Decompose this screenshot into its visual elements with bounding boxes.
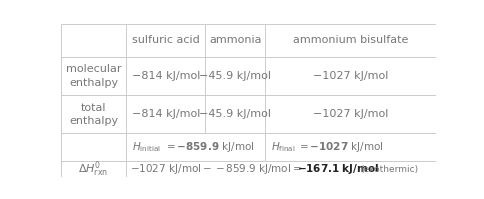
Bar	[205, 24, 265, 57]
Bar	[60, 134, 126, 161]
Bar	[265, 57, 436, 95]
Bar	[126, 57, 205, 95]
Text: −814 kJ/mol: −814 kJ/mol	[132, 109, 199, 119]
Text: (exothermic): (exothermic)	[360, 165, 418, 174]
Bar	[205, 57, 265, 95]
Bar	[265, 134, 436, 161]
Bar	[126, 95, 205, 134]
Bar	[126, 24, 205, 57]
Text: ammonium bisulfate: ammonium bisulfate	[293, 35, 408, 45]
Text: $= \mathbf{-859.9}\ \mathregular{kJ/mol}$: $= \mathbf{-859.9}\ \mathregular{kJ/mol}…	[164, 140, 254, 154]
Text: $\mathit{H}_{\mathregular{final}}$: $\mathit{H}_{\mathregular{final}}$	[271, 140, 295, 154]
Text: $\Delta H^0_{\mathregular{rxn}}$: $\Delta H^0_{\mathregular{rxn}}$	[78, 159, 108, 179]
Text: molecular
enthalpy: molecular enthalpy	[66, 64, 121, 88]
Bar	[126, 161, 436, 177]
Text: $\mathbf{-167.1\ kJ/mol}$: $\mathbf{-167.1\ kJ/mol}$	[297, 162, 379, 176]
Text: $= \mathbf{-1027}\ \mathregular{kJ/mol}$: $= \mathbf{-1027}\ \mathregular{kJ/mol}$	[297, 140, 383, 154]
Text: −45.9 kJ/mol: −45.9 kJ/mol	[199, 109, 271, 119]
Text: sulfuric acid: sulfuric acid	[132, 35, 199, 45]
Text: $\mathit{H}_{\mathregular{initial}}$: $\mathit{H}_{\mathregular{initial}}$	[132, 140, 161, 154]
Bar	[60, 161, 126, 177]
Bar	[126, 134, 265, 161]
Text: −1027 kJ/mol: −1027 kJ/mol	[313, 109, 388, 119]
Text: ammonia: ammonia	[209, 35, 261, 45]
Text: −1027 kJ/mol: −1027 kJ/mol	[313, 71, 388, 81]
Text: $-1027\ \mathregular{kJ/mol} - -859.9\ \mathregular{kJ/mol} = $: $-1027\ \mathregular{kJ/mol} - -859.9\ \…	[130, 162, 302, 176]
Bar	[205, 95, 265, 134]
Bar	[265, 24, 436, 57]
Bar	[60, 95, 126, 134]
Bar	[265, 95, 436, 134]
Bar	[60, 57, 126, 95]
Text: total
enthalpy: total enthalpy	[69, 103, 118, 126]
Text: −814 kJ/mol: −814 kJ/mol	[132, 71, 199, 81]
Bar	[60, 24, 126, 57]
Text: −45.9 kJ/mol: −45.9 kJ/mol	[199, 71, 271, 81]
